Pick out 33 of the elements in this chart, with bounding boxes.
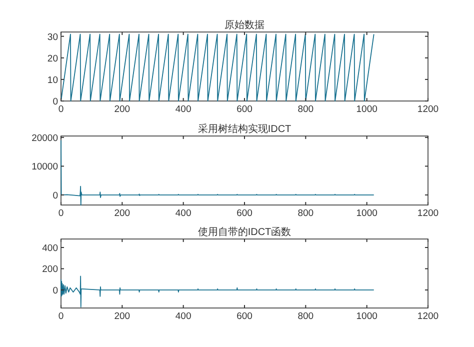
y-tick-label: 20	[47, 53, 58, 64]
y-tick-label: 10	[47, 74, 58, 86]
x-tick-label: 1000	[356, 104, 378, 115]
x-tick-label: 1200	[417, 208, 439, 219]
x-tick-label: 400	[175, 311, 192, 322]
x-tick-label: 200	[114, 208, 130, 219]
x-tick-label: 1200	[417, 311, 439, 322]
chart-title: 使用自带的IDCT函数	[198, 226, 292, 238]
y-tick-label: 200	[42, 264, 58, 276]
x-tick-label: 800	[298, 208, 314, 219]
y-tick-label: 20000	[32, 132, 58, 144]
x-tick-label: 600	[236, 311, 252, 322]
chart-title: 采用树结构实现IDCT	[198, 123, 292, 135]
y-tick-label: 0	[52, 285, 58, 296]
y-tick-label: 10000	[32, 162, 58, 173]
line-series	[60, 276, 374, 308]
x-tick-label: 800	[298, 311, 314, 322]
x-tick-label: 400	[175, 208, 192, 219]
y-tick-label: 400	[42, 242, 58, 254]
x-tick-label: 200	[114, 104, 130, 115]
chart-title: 原始数据	[224, 19, 264, 31]
x-tick-label: 1000	[356, 208, 378, 219]
y-tick-label: 30	[47, 32, 58, 43]
x-tick-label: 200	[114, 311, 130, 322]
x-tick-label: 1000	[356, 311, 378, 322]
x-tick-label: 600	[236, 208, 252, 219]
y-tick-label: 0	[52, 96, 58, 108]
x-tick-label: 1200	[417, 104, 439, 115]
y-tick-label: 0	[52, 190, 58, 202]
x-tick-label: 400	[175, 104, 192, 115]
x-tick-label: 600	[236, 104, 252, 115]
x-tick-label: 800	[298, 104, 314, 115]
line-series	[60, 140, 374, 206]
